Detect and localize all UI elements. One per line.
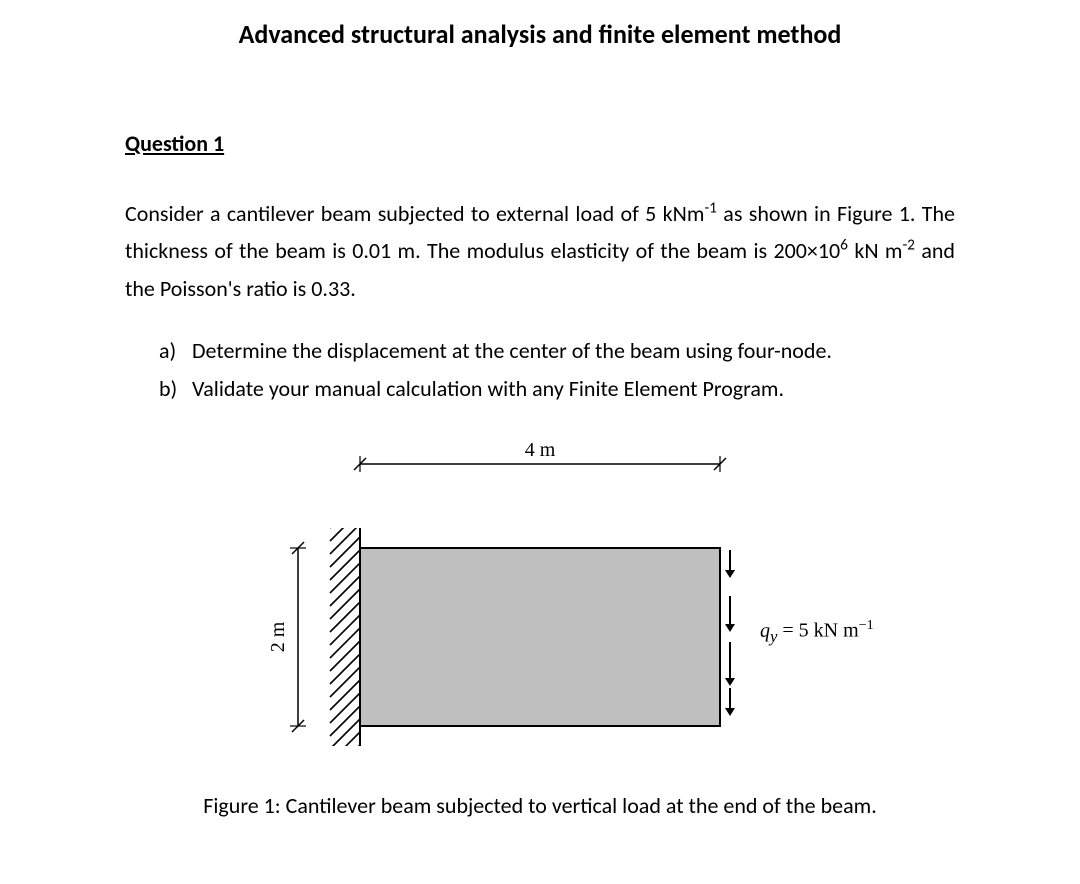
question-paragraph: Consider a cantilever beam subjected to … — [125, 195, 955, 307]
figure-caption: Figure 1: Cantilever beam subjected to v… — [203, 792, 877, 819]
svg-text:4 m: 4 m — [525, 439, 556, 461]
svg-text:2 m: 2 m — [267, 621, 289, 652]
figure-wrap: 4 m2 mqy = 5 kN m−1 Figure 1: Cantilever… — [125, 438, 955, 819]
list-text: Determine the displacement at the center… — [192, 337, 832, 364]
list-marker: a) — [159, 333, 187, 369]
question-list: a) Determine the displacement at the cen… — [125, 333, 955, 408]
list-item-a: a) Determine the displacement at the cen… — [159, 333, 955, 369]
cantilever-figure: 4 m2 mqy = 5 kN m−1 — [150, 438, 930, 758]
list-text: Validate your manual calculation with an… — [192, 375, 784, 402]
list-item-b: b) Validate your manual calculation with… — [159, 371, 955, 407]
page-title: Advanced structural analysis and finite … — [125, 18, 955, 50]
list-marker: b) — [159, 371, 187, 407]
question-heading: Question 1 — [125, 130, 955, 157]
